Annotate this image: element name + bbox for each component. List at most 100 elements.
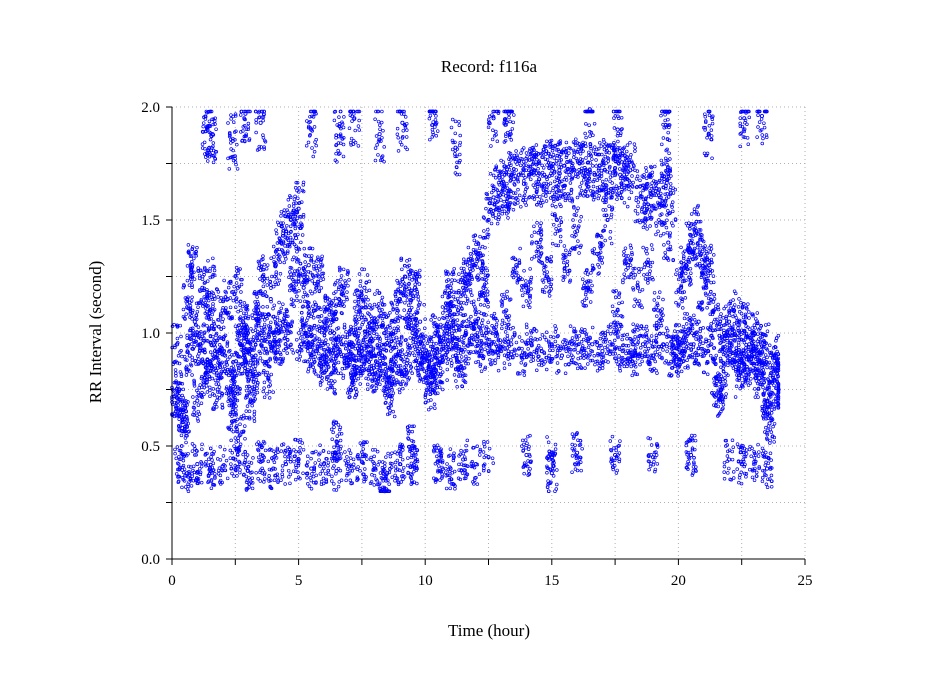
data-point-density [532, 224, 536, 229]
data-point-density [235, 167, 240, 171]
data-point-density [257, 144, 262, 149]
data-point-density [265, 263, 270, 267]
data-point-density [631, 322, 635, 326]
data-point-density [303, 359, 308, 363]
data-point-density [619, 115, 624, 120]
data-point-density [294, 246, 299, 251]
data-point-density [341, 125, 346, 130]
data-point-density [617, 167, 622, 171]
data-point-density [499, 158, 503, 163]
data-point-density [679, 369, 684, 374]
data-point-density [295, 180, 300, 185]
data-point-density [251, 335, 256, 339]
data-point-density [650, 181, 654, 185]
data-point-density [305, 476, 309, 480]
data-point-density [690, 473, 695, 477]
data-point-density [586, 345, 591, 349]
data-point-density [243, 436, 247, 441]
data-point-density [232, 284, 236, 289]
data-point-density [587, 123, 591, 127]
data-point-density [356, 312, 360, 317]
data-point-density [524, 279, 528, 283]
data-point-density [666, 117, 670, 122]
data-point-density [597, 194, 601, 198]
data-point-density [339, 126, 343, 131]
data-point-density [475, 462, 480, 467]
data-point-density [704, 250, 709, 254]
data-point-density [267, 374, 271, 378]
data-point [575, 229, 580, 234]
data-point-density [179, 433, 184, 438]
data-point-density [764, 482, 769, 486]
data-point-density [479, 321, 484, 325]
data-point-density [644, 324, 649, 329]
data-point-density [309, 487, 314, 491]
data-point-density [211, 122, 215, 127]
data-point-density [377, 459, 382, 464]
data-point-density [545, 470, 549, 475]
data-point-density [453, 140, 457, 145]
data-point-density [306, 367, 311, 371]
data-point-density [230, 451, 235, 455]
data-point-density [610, 304, 615, 309]
data-point-density [252, 416, 256, 420]
data-point-density [345, 290, 349, 294]
data-point-density [574, 213, 578, 217]
data-point-density [545, 157, 550, 162]
data-point-density [230, 471, 234, 476]
data-point-density [769, 484, 774, 489]
data-point-density [544, 285, 548, 289]
data-point-density [557, 223, 561, 228]
data-point-density [478, 449, 482, 454]
data-point-density [380, 342, 384, 347]
data-point [418, 319, 423, 324]
data-point-density [609, 241, 614, 246]
data-point-density [658, 233, 663, 238]
data-point-density [542, 335, 547, 339]
data-point-density [208, 109, 213, 114]
data-point [567, 172, 572, 177]
data-point-density [747, 327, 752, 331]
data-point-density [515, 280, 520, 285]
data-point-density [346, 387, 351, 391]
data-point-density [308, 270, 313, 275]
data-point-density [327, 381, 331, 386]
data-point-density [553, 442, 558, 447]
data-point-density [713, 317, 717, 322]
data-point-density [563, 363, 568, 367]
data-point-density [329, 427, 334, 432]
data-point-density [485, 292, 490, 297]
data-point-density [487, 337, 492, 342]
data-point-density [376, 119, 381, 124]
data-point-density [200, 277, 205, 281]
data-point-density [564, 349, 569, 353]
data-point-density [712, 297, 717, 301]
data-point-density [261, 389, 266, 394]
data-point-density [313, 290, 317, 294]
data-point-density [549, 282, 554, 287]
data-point-density [242, 301, 247, 305]
data-point-density [277, 278, 282, 283]
data-point-density [227, 349, 231, 354]
data-point-density [727, 323, 732, 328]
data-point-density [755, 311, 760, 315]
data-point-density [584, 135, 588, 140]
data-point-density [588, 358, 593, 363]
data-point-density [310, 472, 314, 476]
data-point-density [459, 363, 464, 368]
data-point-density [769, 473, 774, 478]
data-point-density [507, 362, 512, 367]
data-point-density [280, 323, 285, 328]
data-point [483, 330, 489, 336]
data-point [263, 346, 268, 351]
data-point-density [383, 464, 387, 469]
data-point-density [235, 474, 239, 478]
data-point-density [738, 116, 743, 120]
data-point-density [267, 389, 272, 394]
data-point-density [600, 366, 605, 370]
data-point-density [491, 109, 495, 114]
data-point-density [595, 232, 600, 237]
data-point-density [277, 309, 282, 314]
data-point-density [524, 151, 529, 155]
data-point [557, 168, 562, 173]
